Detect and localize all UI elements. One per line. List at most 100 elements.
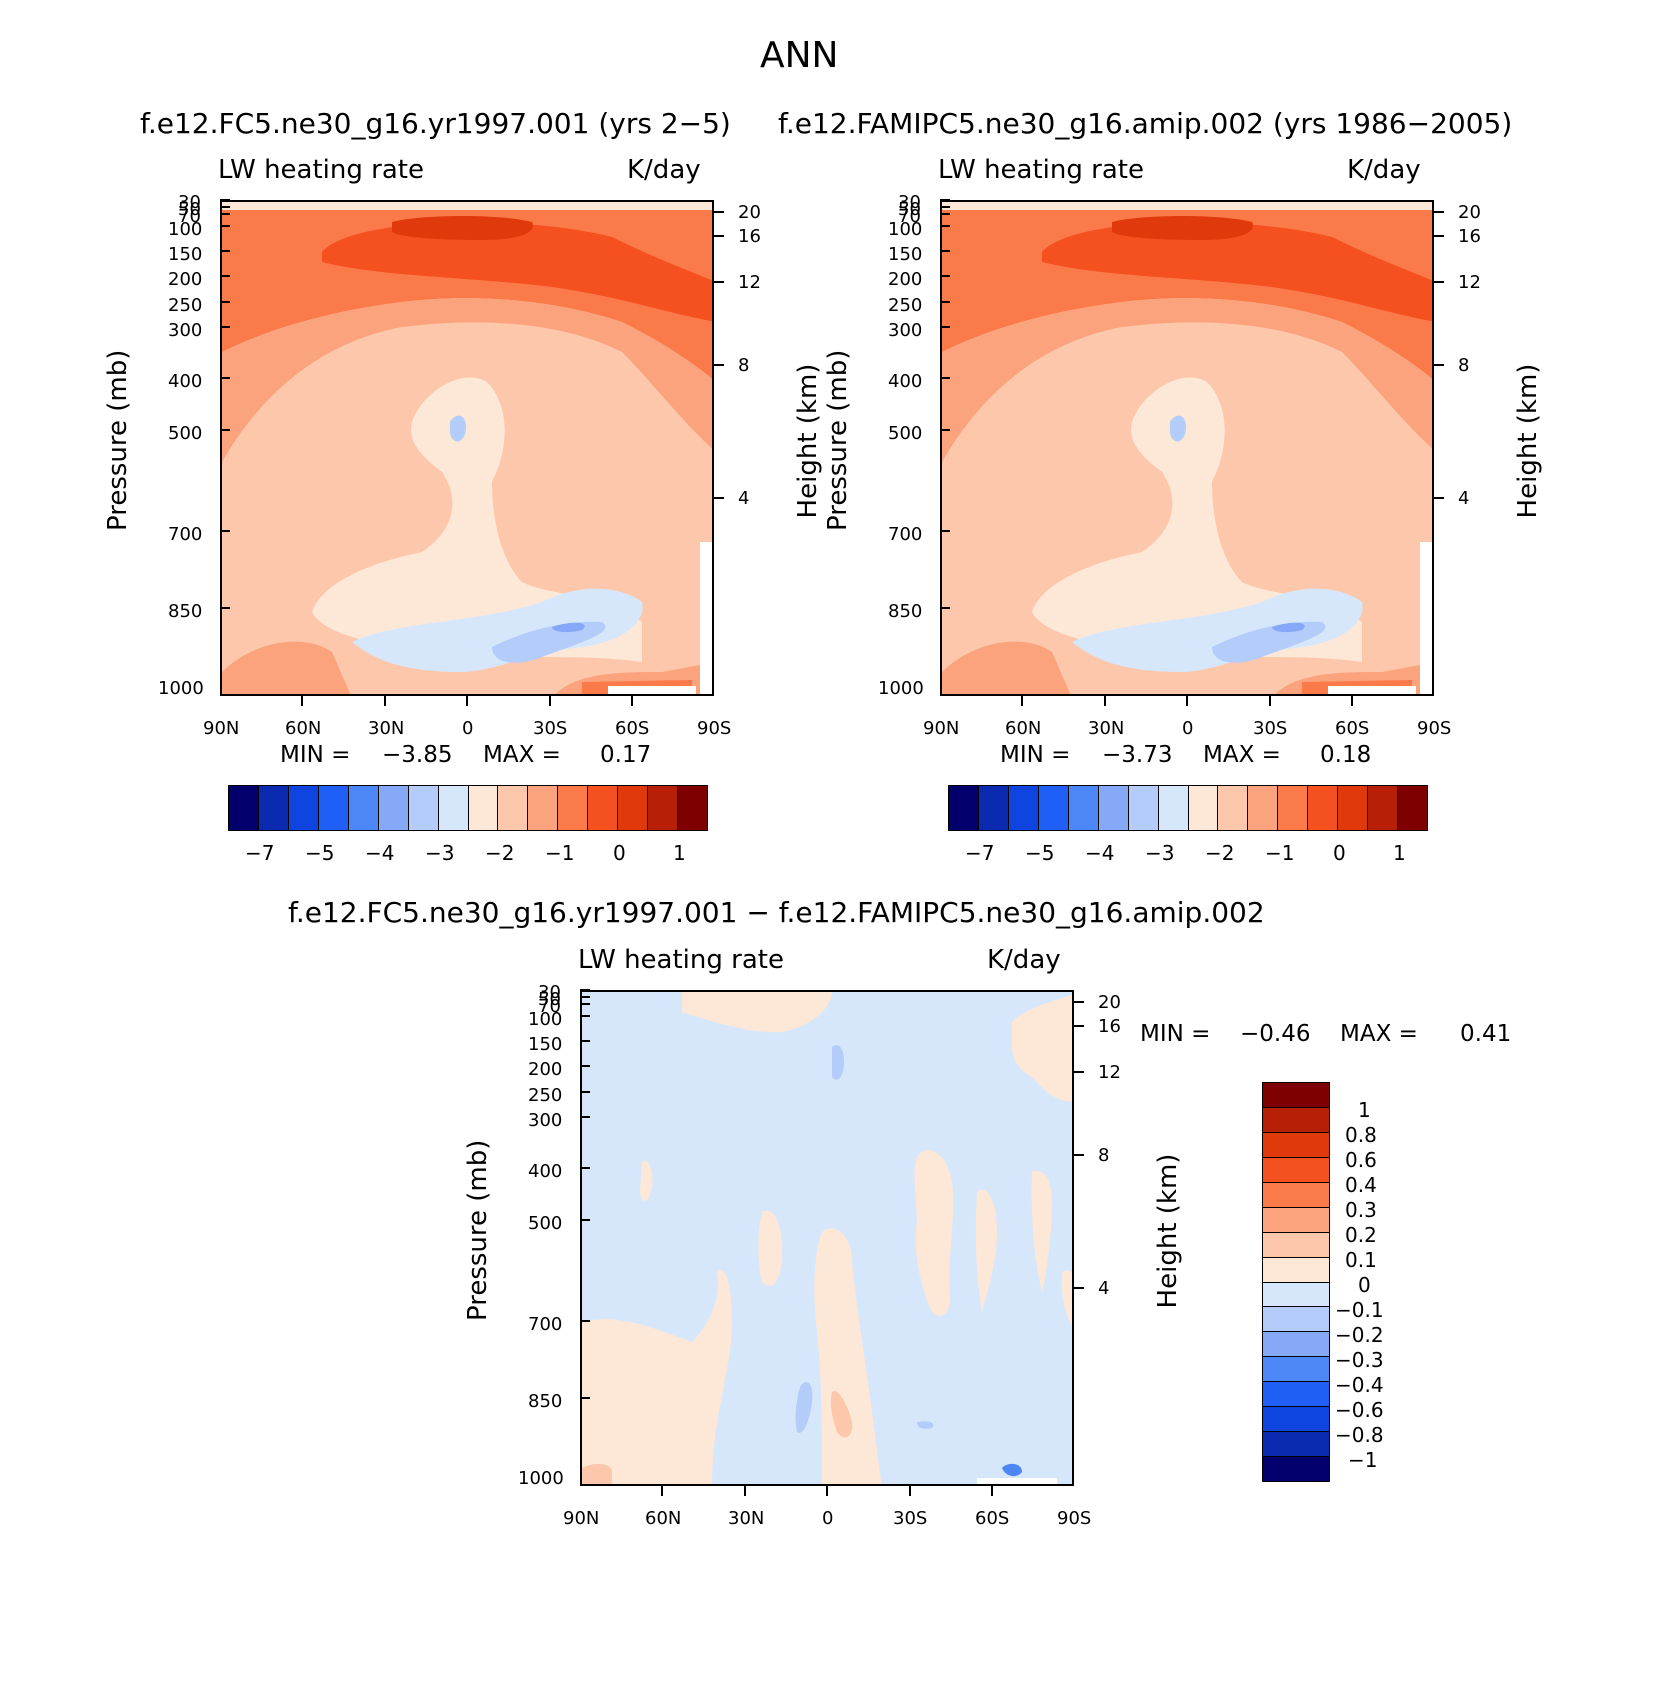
lat-tick-30s-right: 30S <box>1253 718 1288 739</box>
min-value-diff: −0.46 <box>1240 1021 1311 1047</box>
colorbar-swatch <box>1398 786 1427 830</box>
lat-tick-30s-left: 30S <box>533 718 568 739</box>
lat-tick-90n-diff: 90N <box>563 1508 600 1529</box>
lat-tick-90s-diff: 90S <box>1057 1508 1092 1529</box>
cb-label-diff-5: 0.2 <box>1345 1223 1377 1247</box>
colorbar-swatch <box>1098 786 1129 830</box>
variable-label-diff: LW heating rate <box>578 945 784 975</box>
p-tick-500-right: 500 <box>888 423 923 444</box>
p-tick-250-right: 250 <box>888 295 923 316</box>
p-tick-70-right: 70 <box>898 206 921 227</box>
p-tick-1000-right: 1000 <box>878 678 924 699</box>
h-tick-4-diff: 4 <box>1098 1278 1110 1299</box>
colorbar-swatch <box>1263 1432 1329 1458</box>
colorbar-swatch <box>1338 786 1369 830</box>
cb-label-right-2: −4 <box>1085 841 1115 865</box>
panel-title-right: f.e12.FAMIPC5.ne30_g16.amip.002 (yrs 198… <box>778 107 1513 140</box>
p-tick-100-left: 100 <box>168 219 203 240</box>
lat-tick-60s-right: 60S <box>1335 718 1370 739</box>
figure-title: ANN <box>760 35 839 76</box>
p-tick-400-left: 400 <box>168 371 203 392</box>
colorbar-swatch <box>528 786 559 830</box>
lat-tick-30n-right: 30N <box>1088 718 1125 739</box>
colorbar-swatch <box>618 786 649 830</box>
ylabel-height-right: Height (km) <box>1513 363 1543 519</box>
units-label-right: K/day <box>1347 155 1421 185</box>
colorbar-swatch <box>1263 1357 1329 1383</box>
colorbar-right <box>948 785 1428 831</box>
p-tick-250-diff: 250 <box>528 1085 563 1106</box>
colorbar-swatch <box>1263 1382 1329 1408</box>
h-tick-20-diff: 20 <box>1098 992 1121 1013</box>
min-value-left: −3.85 <box>382 742 453 768</box>
colorbar-swatch <box>1263 1407 1329 1433</box>
cb-label-left-0: −7 <box>245 841 275 865</box>
colorbar-swatch <box>258 786 289 830</box>
cb-label-left-1: −5 <box>305 841 335 865</box>
p-tick-150-diff: 150 <box>528 1034 563 1055</box>
p-tick-850-left: 850 <box>168 601 203 622</box>
p-tick-150-right: 150 <box>888 244 923 265</box>
colorbar-swatch <box>1068 786 1099 830</box>
ylabel-pressure-right: Pressure (mb) <box>823 349 853 531</box>
colorbar-swatch <box>498 786 529 830</box>
colorbar-swatch <box>348 786 379 830</box>
max-label-right: MAX = <box>1203 742 1281 768</box>
p-tick-30-left: 30 <box>178 192 201 213</box>
p-tick-700-right: 700 <box>888 524 923 545</box>
max-value-right: 0.18 <box>1320 742 1372 768</box>
colorbar-swatch <box>1278 786 1309 830</box>
colorbar-swatch <box>1188 786 1219 830</box>
colorbar-swatch <box>558 786 589 830</box>
ticks-diff <box>580 989 1084 1496</box>
colorbar-swatch <box>229 786 259 830</box>
cb-label-left-6: 0 <box>613 841 626 865</box>
lat-tick-90s-right: 90S <box>1417 718 1452 739</box>
colorbar-swatch <box>1368 786 1399 830</box>
cb-label-diff-9: −0.2 <box>1335 1323 1384 1347</box>
p-tick-300-diff: 300 <box>528 1110 563 1131</box>
h-tick-16-right: 16 <box>1458 226 1481 247</box>
cb-label-right-1: −5 <box>1025 841 1055 865</box>
colorbar-diff <box>1262 1082 1330 1482</box>
cb-label-right-0: −7 <box>965 841 995 865</box>
ticks-right <box>940 199 1444 706</box>
h-tick-16-left: 16 <box>738 226 761 247</box>
h-tick-8-left: 8 <box>738 355 750 376</box>
cb-label-diff-10: −0.3 <box>1335 1348 1384 1372</box>
lat-tick-60s-left: 60S <box>615 718 650 739</box>
max-value-diff: 0.41 <box>1460 1021 1512 1047</box>
p-tick-400-diff: 400 <box>528 1161 563 1182</box>
cb-label-diff-0: 1 <box>1358 1098 1371 1122</box>
colorbar-swatch <box>1263 1232 1329 1258</box>
colorbar-left <box>228 785 708 831</box>
cb-label-right-3: −3 <box>1145 841 1175 865</box>
colorbar-swatch <box>1263 1257 1329 1283</box>
h-tick-8-right: 8 <box>1458 355 1470 376</box>
p-tick-30-right: 30 <box>898 192 921 213</box>
ylabel-height-diff: Height (km) <box>1153 1153 1183 1309</box>
colorbar-swatch <box>1263 1132 1329 1158</box>
h-tick-4-right: 4 <box>1458 488 1470 509</box>
variable-label-left: LW heating rate <box>218 155 424 185</box>
p-tick-250-left: 250 <box>168 295 203 316</box>
cb-label-right-4: −2 <box>1205 841 1235 865</box>
colorbar-swatch <box>1263 1307 1329 1333</box>
min-label-left: MIN = <box>280 742 351 768</box>
p-tick-100-diff: 100 <box>528 1009 563 1030</box>
ylabel-height-left: Height (km) <box>793 363 823 519</box>
lat-tick-60n-right: 60N <box>1005 718 1042 739</box>
lat-tick-30n-left: 30N <box>368 718 405 739</box>
contour-plot-right <box>940 200 1434 696</box>
colorbar-swatch <box>1263 1107 1329 1133</box>
colorbar-swatch <box>1263 1207 1329 1233</box>
colorbar-swatch <box>949 786 979 830</box>
colorbar-swatch <box>648 786 679 830</box>
colorbar-swatch <box>1308 786 1339 830</box>
cb-label-diff-11: −0.4 <box>1335 1373 1384 1397</box>
colorbar-swatch <box>1263 1282 1329 1308</box>
cb-label-diff-4: 0.3 <box>1345 1198 1377 1222</box>
lat-tick-90n-left: 90N <box>203 718 240 739</box>
colorbar-swatch <box>378 786 409 830</box>
min-label-right: MIN = <box>1000 742 1071 768</box>
